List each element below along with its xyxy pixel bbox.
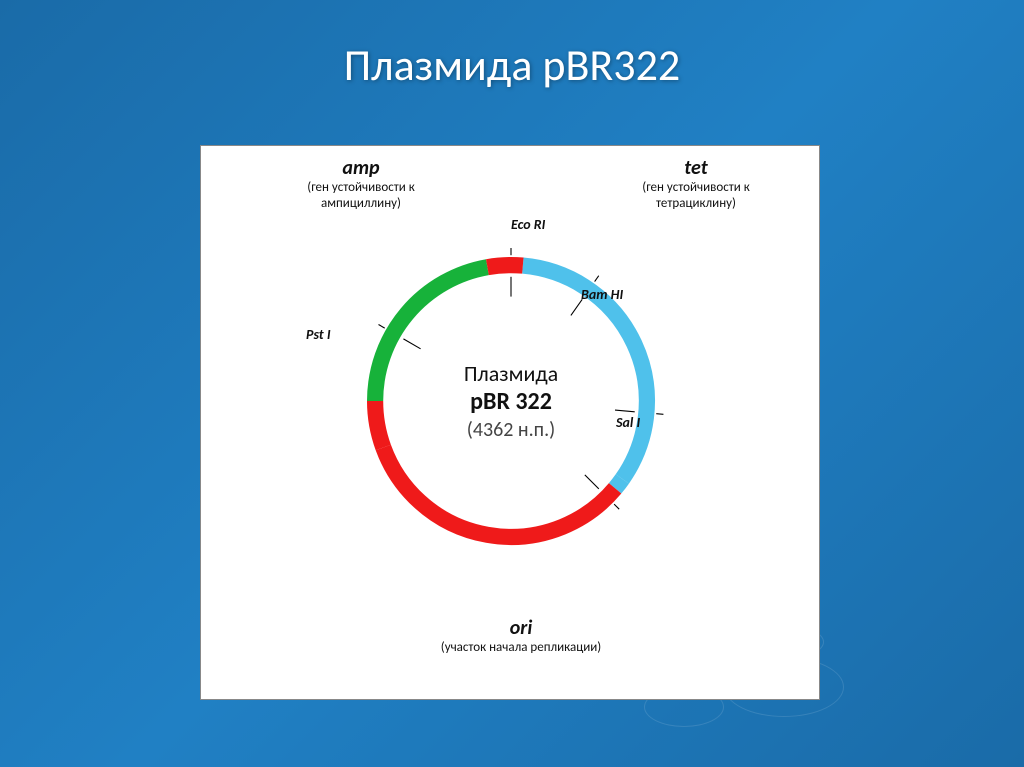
amp-gene-sub2: ампициллину) — [261, 196, 461, 212]
plasmid-diagram: amp (ген устойчивости к ампициллину) tet… — [201, 146, 819, 699]
plasmid-ring: Плазмида pBR 322 (4362 н.п.) — [331, 221, 691, 581]
segment-ori-red — [383, 447, 615, 536]
tet-gene-head: tet — [596, 156, 796, 180]
tick-PstI — [403, 339, 420, 349]
segment-top-red — [487, 265, 522, 267]
amp-gene-head: amp — [261, 156, 461, 180]
tet-label-block: tet (ген устойчивости к тетрациклину) — [596, 156, 796, 213]
ring-svg — [331, 221, 691, 581]
tick-outer-BamHI — [595, 276, 599, 282]
segment-amp-green — [375, 267, 487, 401]
amp-label-block: amp (ген устойчивости к ампициллину) — [261, 156, 461, 213]
tet-gene-sub1: (ген устойчивости к — [596, 180, 796, 196]
ori-label-block: ori (участок начала репликации) — [391, 616, 651, 656]
tick-SalI — [615, 410, 635, 412]
ori-gene-sub: (участок начала репликации) — [391, 640, 651, 656]
segment-tet-blue — [615, 479, 622, 488]
tick-outer-SalI — [656, 414, 663, 415]
eco-ri-label: Eco RI — [511, 216, 545, 233]
tick-ori-tk — [585, 475, 599, 489]
tick-outer-ori-tk — [614, 504, 619, 509]
tet-gene-sub2: тетрациклину) — [596, 196, 796, 212]
segment-ori-red — [375, 401, 383, 447]
diagram-panel: amp (ген устойчивости к ампициллину) tet… — [200, 145, 820, 700]
ori-gene-head: ori — [391, 616, 651, 640]
tick-outer-PstI — [378, 325, 384, 329]
amp-gene-sub1: (ген устойчивости к — [261, 180, 461, 196]
pst-i-label: Pst I — [306, 326, 331, 343]
slide-title: Плазмида pBR322 — [0, 0, 1024, 92]
bam-hi-label: Bam HI — [581, 286, 623, 303]
sal-i-label: Sal I — [616, 414, 640, 431]
